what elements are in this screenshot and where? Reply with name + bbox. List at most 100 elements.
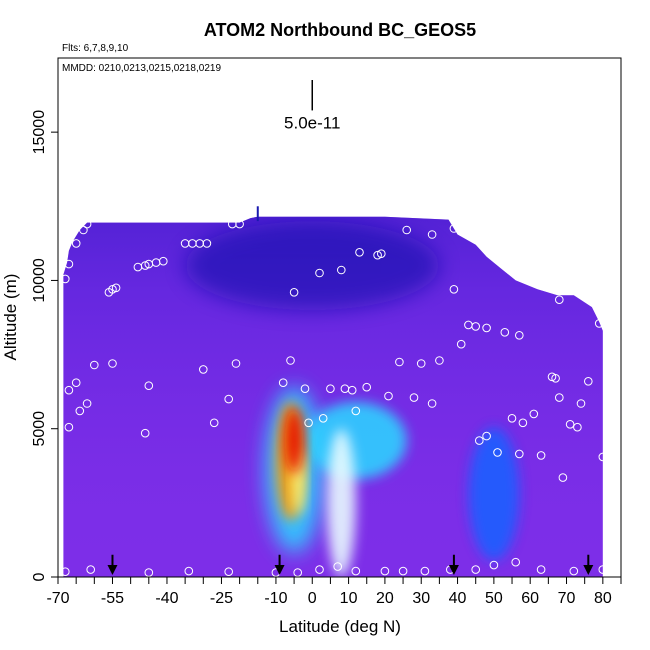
observation-point <box>82 219 92 229</box>
y-tick-label: 0 <box>31 572 48 581</box>
observation-point <box>518 418 528 428</box>
observation-point <box>409 393 419 402</box>
x-tick-label: -25 <box>210 590 233 607</box>
field-feature-tropical-shelf <box>304 402 407 480</box>
observation-point <box>449 224 459 233</box>
observation-point <box>427 399 437 408</box>
observation-point <box>82 399 92 408</box>
x-tick-label: 30 <box>412 590 430 607</box>
plot-area <box>61 206 608 577</box>
observation-point <box>395 357 404 367</box>
observation-point <box>377 249 386 258</box>
observation-point <box>402 225 412 235</box>
scale-bar: 5.0e-11 <box>284 80 340 132</box>
x-tick-label: 50 <box>485 590 503 607</box>
observation-point <box>511 557 521 567</box>
heatmap-field <box>63 216 603 577</box>
chart-title: ATOM2 Northbound BC_GEOS5 <box>204 20 476 40</box>
scale-bar-label: 5.0e-11 <box>284 113 340 132</box>
observation-point <box>71 378 81 388</box>
observation-point <box>435 356 444 365</box>
flight-arrow-head <box>274 565 285 575</box>
observation-point <box>427 230 437 239</box>
observation-point <box>536 565 546 574</box>
x-tick-label: 0 <box>308 590 317 607</box>
observation-point <box>355 248 364 257</box>
observation-point <box>231 359 241 368</box>
observation-point <box>536 451 546 460</box>
observation-point <box>493 448 502 457</box>
observation-point <box>416 359 426 368</box>
chart-subtitle-flights: Flts: 6,7,8,9,10 <box>62 43 129 54</box>
flight-arrows <box>107 554 594 575</box>
x-tick-label: -55 <box>101 590 124 607</box>
observation-point <box>224 567 233 577</box>
observation-point <box>224 394 233 404</box>
observation-point <box>398 566 408 576</box>
observation-point <box>71 239 81 248</box>
observation-point <box>286 356 295 365</box>
x-tick-label: 60 <box>521 590 539 607</box>
observation-point <box>64 385 74 395</box>
observation-point <box>576 399 586 408</box>
observation-point <box>61 567 70 577</box>
observation-point <box>482 431 491 441</box>
flight-arrow-head <box>107 565 118 575</box>
observation-point <box>449 285 459 294</box>
observation-point <box>420 566 430 576</box>
observation-point <box>64 422 74 432</box>
observation-point <box>315 268 324 278</box>
observation-point <box>584 377 593 386</box>
observation-point <box>209 418 219 428</box>
observation-point <box>90 360 99 370</box>
observation-point <box>565 420 575 429</box>
observation-point <box>111 283 121 293</box>
y-tick-label: 10000 <box>31 258 48 303</box>
observation-point <box>315 565 324 574</box>
observation-point <box>569 566 579 576</box>
observation-point <box>199 365 208 374</box>
x-tick-label: 80 <box>594 590 612 607</box>
chart-subtitle-dates: MMDD: 0210,0213,0215,0218,0219 <box>62 63 221 74</box>
observation-point <box>507 414 517 423</box>
observation-point <box>515 449 524 459</box>
observation-point <box>515 331 524 340</box>
flight-arrow-head <box>448 565 459 575</box>
observation-point <box>304 418 313 428</box>
observation-point <box>558 473 568 482</box>
observation-point <box>333 562 343 571</box>
observation-markers <box>61 206 608 577</box>
observation-point <box>144 568 154 577</box>
observation-point <box>456 339 466 349</box>
field-features <box>185 221 520 577</box>
observation-point <box>529 409 539 419</box>
plot-frame <box>57 57 622 578</box>
observation-point <box>61 274 70 284</box>
observation-point <box>555 393 564 402</box>
observation-point <box>140 428 150 438</box>
observation-point <box>471 565 481 574</box>
y-tick-label: 15000 <box>31 110 48 155</box>
x-tick-label: -40 <box>155 590 178 607</box>
x-tick-label: 40 <box>449 590 467 607</box>
observation-point <box>362 382 372 392</box>
observation-point <box>482 323 491 333</box>
observation-point <box>75 406 85 416</box>
observation-point <box>587 295 597 305</box>
observation-point <box>235 219 244 229</box>
observation-point <box>475 436 484 445</box>
observation-point <box>500 328 510 337</box>
observation-point <box>202 239 212 248</box>
observation-point <box>347 385 357 395</box>
flight-arrow-head <box>583 565 594 575</box>
y-axis-label: Altitude (m) <box>1 274 20 361</box>
observation-point <box>337 265 346 275</box>
x-tick-label: 20 <box>376 590 394 607</box>
observation-point <box>598 452 608 462</box>
observation-point <box>318 414 328 423</box>
observation-point <box>64 259 74 269</box>
observation-point <box>555 295 564 305</box>
observation-point <box>278 378 288 388</box>
observation-point <box>293 568 303 577</box>
observation-point <box>471 322 481 331</box>
